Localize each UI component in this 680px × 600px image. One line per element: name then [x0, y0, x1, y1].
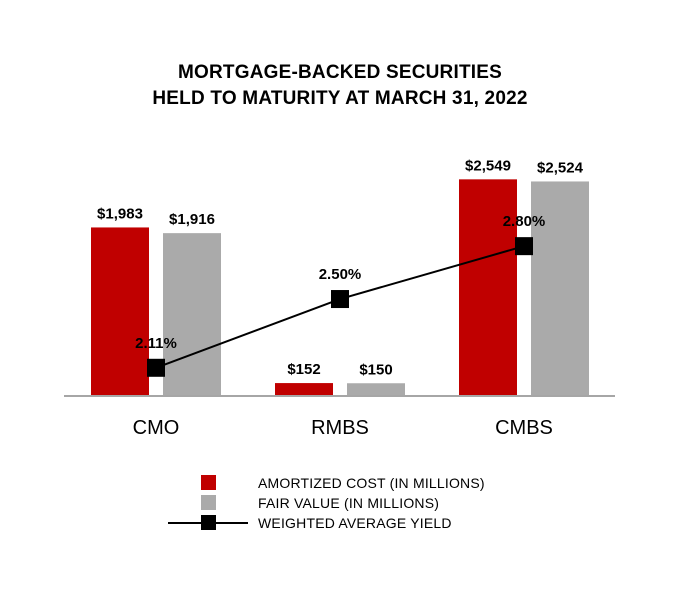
bar-fair-value-cmbs	[531, 181, 589, 396]
data-label-amortized-cost-cmo: $1,983	[97, 205, 143, 222]
x-tick-label-cmo: CMO	[133, 417, 180, 439]
chart-title: MORTGAGE-BACKED SECURITIES HELD TO MATUR…	[0, 60, 680, 112]
legend-marker-yield	[201, 515, 216, 530]
yield-marker-cmbs	[515, 237, 533, 256]
data-label-fair-value-cmo: $1,916	[169, 211, 215, 228]
chart-title-line-1: MORTGAGE-BACKED SECURITIES	[178, 62, 502, 83]
yield-label-rmbs: 2.50%	[319, 266, 362, 283]
bar-amortized-cost-cmbs	[459, 179, 517, 396]
bar-fair-value-cmo	[163, 233, 221, 396]
legend-label-amortized-cost: AMORTIZED COST (IN MILLIONS)	[258, 475, 485, 491]
yield-label-cmo: 2.11%	[135, 335, 177, 352]
yield-label-cmbs: 2.80%	[503, 213, 546, 230]
legend-item-weighted-average-yield: WEIGHTED AVERAGE YIELD	[168, 513, 548, 533]
data-label-fair-value-rmbs: $150	[359, 361, 392, 378]
legend: AMORTIZED COST (IN MILLIONS) FAIR VALUE …	[168, 473, 548, 533]
x-tick-label-rmbs: RMBS	[311, 417, 369, 439]
yield-marker-rmbs	[331, 290, 349, 309]
legend-swatch-fair-value	[201, 495, 216, 510]
bar-amortized-cost-rmbs	[275, 383, 333, 396]
bar-amortized-cost-cmo	[91, 227, 149, 396]
legend-item-amortized-cost: AMORTIZED COST (IN MILLIONS)	[168, 473, 548, 493]
yield-marker-cmo	[147, 358, 165, 377]
data-label-amortized-cost-rmbs: $152	[287, 361, 320, 378]
data-label-fair-value-cmbs: $2,524	[537, 159, 584, 176]
data-label-amortized-cost-cmbs: $2,549	[465, 157, 511, 174]
chart-title-line-2: HELD TO MATURITY AT MARCH 31, 2022	[152, 88, 528, 109]
x-tick-label-cmbs: CMBS	[495, 417, 553, 439]
legend-label-fair-value: FAIR VALUE (IN MILLIONS)	[258, 495, 440, 511]
legend-item-fair-value: FAIR VALUE (IN MILLIONS)	[168, 493, 548, 513]
legend-swatch-amortized-cost	[201, 475, 216, 490]
bar-fair-value-rmbs	[347, 383, 405, 396]
legend-label-weighted-average-yield: WEIGHTED AVERAGE YIELD	[258, 515, 452, 531]
